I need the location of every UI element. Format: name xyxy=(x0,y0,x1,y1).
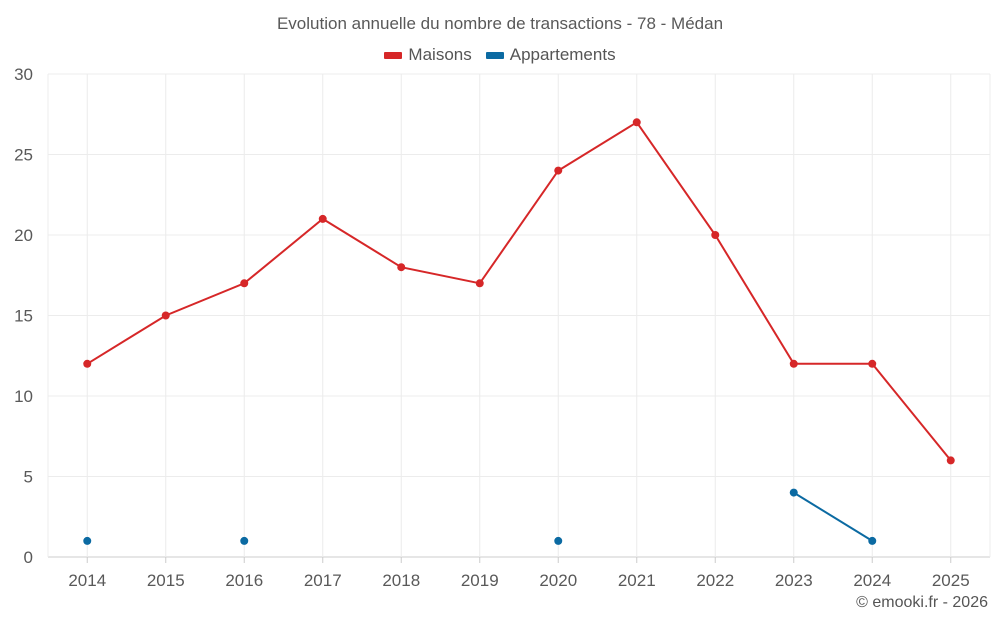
x-tick-label-2017: 2017 xyxy=(304,571,342,590)
legend-swatch-maisons xyxy=(384,51,403,59)
x-tick-label-2021: 2021 xyxy=(618,571,656,590)
x-tick-label-2020: 2020 xyxy=(539,571,577,590)
y-tick-label-5: 5 xyxy=(24,468,33,487)
legend-item-appartements[interactable]: Appartements xyxy=(485,45,616,65)
x-tick-label-2015: 2015 xyxy=(147,571,185,590)
point-maisons-2025[interactable] xyxy=(946,456,955,465)
point-appartements-2014[interactable] xyxy=(83,536,92,545)
point-maisons-2017[interactable] xyxy=(318,214,327,223)
legend-label-appartements: Appartements xyxy=(509,45,616,64)
point-maisons-2020[interactable] xyxy=(554,166,563,175)
y-tick-label-25: 25 xyxy=(14,146,33,165)
x-tick-label-2023: 2023 xyxy=(775,571,813,590)
point-maisons-2023[interactable] xyxy=(789,359,798,368)
series-line-appartements-3 xyxy=(793,491,873,542)
x-axis: 2014 2015 2016 2017 2018 2019 2020 2021 2022 2023… xyxy=(68,557,970,590)
series-line-maisons-0 xyxy=(86,120,952,462)
y-tick-label-15: 15 xyxy=(14,307,33,326)
point-maisons-2015[interactable] xyxy=(161,311,170,320)
grid xyxy=(47,73,991,558)
point-appartements-2016[interactable] xyxy=(240,536,249,545)
x-tick-label-2014: 2014 xyxy=(68,571,106,590)
point-maisons-2019[interactable] xyxy=(475,279,484,288)
x-tick-label-2016: 2016 xyxy=(225,571,263,590)
x-tick-label-2019: 2019 xyxy=(461,571,499,590)
point-maisons-2016[interactable] xyxy=(240,279,249,288)
point-maisons-2024[interactable] xyxy=(868,359,877,368)
legend: Maisons Appartements xyxy=(0,45,1000,65)
legend-swatch-appartements xyxy=(485,51,504,59)
y-axis: 0 5 10 15 20 25 30 xyxy=(14,65,33,567)
point-maisons-2018[interactable] xyxy=(397,263,406,272)
series-layer xyxy=(83,118,955,545)
point-maisons-2014[interactable] xyxy=(83,359,92,368)
point-maisons-2022[interactable] xyxy=(711,231,720,239)
y-tick-label-20: 20 xyxy=(14,226,33,245)
point-maisons-2021[interactable] xyxy=(632,118,641,127)
credit-text: © emooki.fr - 2026 xyxy=(856,594,988,611)
legend-item-maisons[interactable]: Maisons xyxy=(384,45,472,65)
legend-label-maisons: Maisons xyxy=(408,45,472,64)
y-tick-label-10: 10 xyxy=(14,387,33,406)
x-tick-label-2022: 2022 xyxy=(696,571,734,590)
chart-title: Evolution annuelle du nombre de transact… xyxy=(276,14,724,33)
x-tick-label-2025: 2025 xyxy=(932,571,970,590)
point-appartements-2024[interactable] xyxy=(868,536,877,545)
y-tick-label-0: 0 xyxy=(24,548,33,567)
x-tick-label-2024: 2024 xyxy=(853,571,891,590)
x-tick-label-2018: 2018 xyxy=(382,571,420,590)
point-appartements-2023[interactable] xyxy=(789,488,798,497)
y-tick-label-30: 30 xyxy=(14,65,33,84)
point-appartements-2020[interactable] xyxy=(554,536,563,545)
